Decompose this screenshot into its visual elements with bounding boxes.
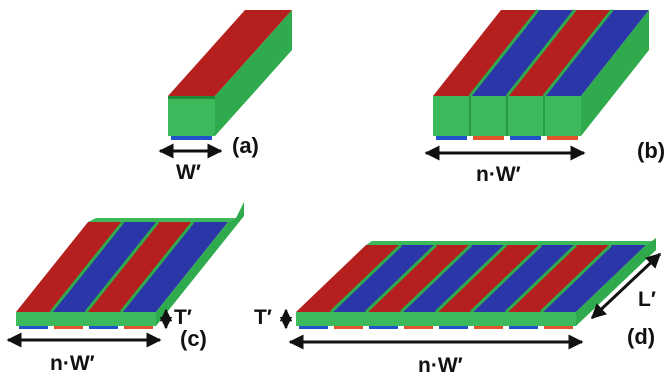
stripe-red-1 <box>433 10 538 96</box>
stripe-separator <box>329 243 403 314</box>
bottom-electrode-orange <box>544 326 573 329</box>
stripe-separator <box>468 9 540 97</box>
bottom-electrode-blue <box>299 326 328 329</box>
stripe-separator <box>505 9 577 97</box>
film-front-face <box>296 312 576 326</box>
bottom-electrode-orange <box>404 326 433 329</box>
bottom-electrode-blue <box>439 326 468 329</box>
panel-label-d: (d) <box>627 324 655 349</box>
stripe-separator <box>434 243 508 314</box>
stripe-blue-1 <box>331 245 436 312</box>
stripe-blue-3 <box>471 245 576 312</box>
stack-side-face <box>581 10 649 136</box>
width-label: n·W′ <box>476 163 521 186</box>
thickness-label: T′ <box>254 306 272 329</box>
stripe-blue-1 <box>51 222 158 312</box>
width-label: n·W′ <box>50 352 95 375</box>
stripe-separator <box>469 243 543 314</box>
bottom-electrode-orange <box>474 326 503 329</box>
panel-label-c: (c) <box>180 326 207 351</box>
stripe-red-3 <box>436 245 541 312</box>
panel-b: n·W′ (b) <box>424 9 665 186</box>
panel-label-b: (b) <box>637 138 665 163</box>
bottom-electrode-orange <box>547 136 578 140</box>
strip-side-face <box>215 10 292 136</box>
stripe-blue-1 <box>470 10 575 96</box>
bottom-electrode-blue <box>510 136 541 140</box>
film-front-face <box>16 312 156 326</box>
strip-top-face <box>168 10 292 96</box>
width-label: W′ <box>176 161 201 184</box>
stripe-separator <box>119 221 195 313</box>
length-arrow <box>590 252 662 320</box>
stripe-separator <box>542 9 614 97</box>
stripe-blue-2 <box>401 245 506 312</box>
bottom-electrode-blue <box>436 136 467 140</box>
panel-c: T′ (c) n·W′ <box>6 202 244 375</box>
bottom-electrode-orange <box>124 326 153 329</box>
bottom-electrode-blue <box>369 326 398 329</box>
panel-a: W′ (a) <box>158 10 292 184</box>
panel-label-a: (a) <box>232 133 259 158</box>
bottom-electrode-orange <box>54 326 83 329</box>
stripe-red-2 <box>86 222 193 312</box>
strip-bottom-electrode <box>171 136 212 140</box>
strip-top-rim <box>168 96 215 99</box>
bottom-electrode-blue <box>19 326 48 329</box>
thickness-label: T′ <box>174 306 192 329</box>
stripe-separator <box>84 221 160 313</box>
bottom-electrode-blue <box>509 326 538 329</box>
stripe-separator <box>364 243 438 314</box>
stripe-blue-2 <box>121 222 228 312</box>
bottom-electrode-orange <box>334 326 363 329</box>
bottom-electrode-orange <box>473 136 504 140</box>
stripe-red-2 <box>507 10 612 96</box>
stripe-red-1 <box>296 245 401 312</box>
width-label: n·W′ <box>418 354 463 377</box>
stripe-red-4 <box>506 245 611 312</box>
stripe-separator <box>399 243 473 314</box>
strip-front-face <box>168 96 215 136</box>
length-label: L′ <box>638 288 656 311</box>
film-back-edge <box>366 241 652 245</box>
stripe-separator <box>49 221 125 313</box>
stripe-red-2 <box>366 245 471 312</box>
stripe-red-1 <box>16 222 123 312</box>
bottom-electrode-blue <box>89 326 118 329</box>
film-back-edge <box>88 218 236 222</box>
film-side-face <box>156 202 244 326</box>
stripe-separator <box>504 243 578 314</box>
stripe-blue-2 <box>544 10 649 96</box>
panel-d: T′ L′ n·W′ (d) <box>254 238 662 377</box>
